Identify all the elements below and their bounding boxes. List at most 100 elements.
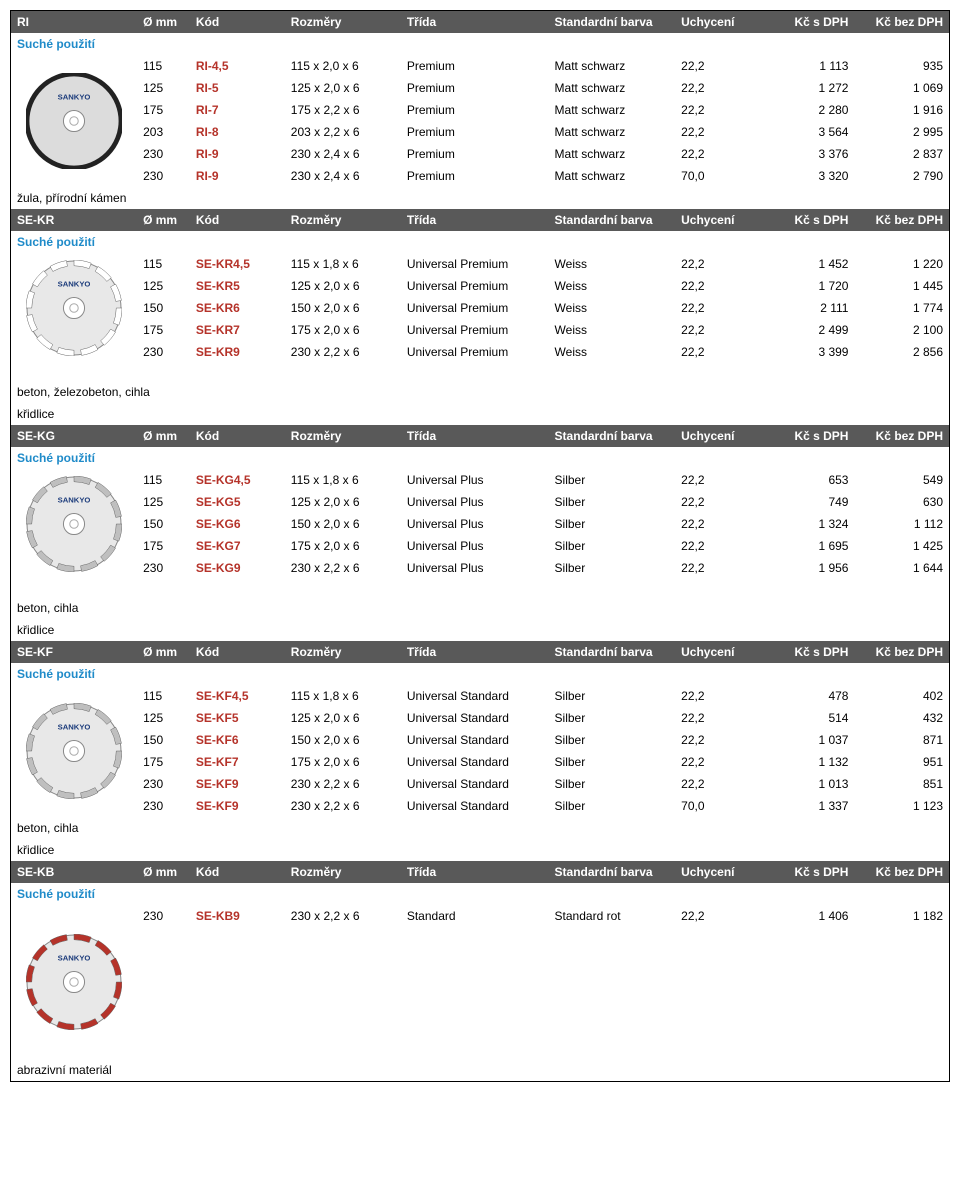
empty bbox=[137, 949, 190, 971]
class: Universal Premium bbox=[401, 341, 549, 363]
category-label: křidlice bbox=[11, 619, 950, 641]
dim: 150 x 2,0 x 6 bbox=[285, 513, 401, 535]
empty bbox=[549, 927, 676, 949]
disc-icon: SANKYO bbox=[26, 934, 122, 1030]
table-row: 125SE-KF5125 x 2,0 x 6Universal Standard… bbox=[11, 707, 950, 729]
p2: 630 bbox=[854, 491, 949, 513]
p2: 2 837 bbox=[854, 143, 949, 165]
svg-text:SANKYO: SANKYO bbox=[58, 495, 91, 504]
category-label: beton, cihla bbox=[11, 817, 950, 839]
p2: 1 425 bbox=[854, 535, 949, 557]
empty bbox=[190, 993, 285, 1015]
table-row: 150SE-KG6150 x 2,0 x 6Universal PlusSilb… bbox=[11, 513, 950, 535]
class: Universal Plus bbox=[401, 491, 549, 513]
p2: 1 644 bbox=[854, 557, 949, 579]
p1: 1 406 bbox=[760, 905, 855, 927]
col-class: Třída bbox=[401, 425, 549, 447]
dim: 230 x 2,4 x 6 bbox=[285, 143, 401, 165]
dim: 115 x 2,0 x 6 bbox=[285, 55, 401, 77]
table-row bbox=[11, 1015, 950, 1037]
section-header: SE-KFØ mmKódRozměryTřídaStandardní barva… bbox=[11, 641, 950, 663]
section-header: SE-KGØ mmKódRozměryTřídaStandardní barva… bbox=[11, 425, 950, 447]
empty bbox=[549, 949, 676, 971]
col-p1: Kč s DPH bbox=[760, 641, 855, 663]
empty bbox=[190, 949, 285, 971]
uchy: 22,2 bbox=[675, 535, 759, 557]
code: SE-KR5 bbox=[190, 275, 285, 297]
code: SE-KF5 bbox=[190, 707, 285, 729]
mm: 230 bbox=[137, 165, 190, 187]
p1: 3 399 bbox=[760, 341, 855, 363]
product-image: SANKYO bbox=[11, 469, 138, 579]
class: Premium bbox=[401, 77, 549, 99]
uchy: 22,2 bbox=[675, 773, 759, 795]
color: Silber bbox=[549, 469, 676, 491]
class: Premium bbox=[401, 55, 549, 77]
p2: 1 123 bbox=[854, 795, 949, 817]
p1: 1 337 bbox=[760, 795, 855, 817]
dim: 175 x 2,0 x 6 bbox=[285, 319, 401, 341]
dim: 175 x 2,2 x 6 bbox=[285, 99, 401, 121]
empty bbox=[549, 1037, 676, 1059]
table-row: 150SE-KF6150 x 2,0 x 6Universal Standard… bbox=[11, 729, 950, 751]
section-header: SE-KRØ mmKódRozměryTřídaStandardní barva… bbox=[11, 209, 950, 231]
dim: 203 x 2,2 x 6 bbox=[285, 121, 401, 143]
col-p2: Kč bez DPH bbox=[854, 861, 949, 883]
empty bbox=[190, 927, 285, 949]
table-row bbox=[11, 993, 950, 1015]
usage-row: Suché použití bbox=[11, 231, 950, 253]
dim: 230 x 2,2 x 6 bbox=[285, 557, 401, 579]
mm: 125 bbox=[137, 491, 190, 513]
mm: 150 bbox=[137, 729, 190, 751]
col-code: Kód bbox=[190, 209, 285, 231]
table-row: 230RI-9230 x 2,4 x 6PremiumMatt schwarz2… bbox=[11, 143, 950, 165]
mm: 125 bbox=[137, 275, 190, 297]
empty bbox=[285, 993, 401, 1015]
svg-text:SANKYO: SANKYO bbox=[58, 279, 91, 288]
col-mm: Ø mm bbox=[137, 861, 190, 883]
p2: 935 bbox=[854, 55, 949, 77]
code: SE-KG7 bbox=[190, 535, 285, 557]
col-p2: Kč bez DPH bbox=[854, 641, 949, 663]
col-code: Kód bbox=[190, 861, 285, 883]
class: Universal Standard bbox=[401, 751, 549, 773]
uchy: 22,2 bbox=[675, 143, 759, 165]
mm: 230 bbox=[137, 773, 190, 795]
table-row: 150SE-KR6150 x 2,0 x 6Universal PremiumW… bbox=[11, 297, 950, 319]
usage-label: Suché použití bbox=[11, 447, 950, 469]
table-row: SANKYO 115RI-4,5115 x 2,0 x 6PremiumMatt… bbox=[11, 55, 950, 77]
empty bbox=[760, 949, 855, 971]
table-row: 230SE-KF9230 x 2,2 x 6Universal Standard… bbox=[11, 795, 950, 817]
table-row: 230RI-9230 x 2,4 x 6PremiumMatt schwarz7… bbox=[11, 165, 950, 187]
usage-label: Suché použití bbox=[11, 33, 950, 55]
col-mm: Ø mm bbox=[137, 11, 190, 34]
mm: 115 bbox=[137, 469, 190, 491]
col-color: Standardní barva bbox=[549, 209, 676, 231]
empty bbox=[401, 993, 549, 1015]
spacer bbox=[11, 579, 950, 597]
table-row bbox=[11, 927, 950, 949]
spacer bbox=[11, 579, 950, 597]
table-row: 125SE-KR5125 x 2,0 x 6Universal PremiumW… bbox=[11, 275, 950, 297]
color: Silber bbox=[549, 513, 676, 535]
uchy: 22,2 bbox=[675, 751, 759, 773]
uchy: 22,2 bbox=[675, 905, 759, 927]
mm: 230 bbox=[137, 905, 190, 927]
code: RI-4,5 bbox=[190, 55, 285, 77]
usage-row: Suché použití bbox=[11, 883, 950, 905]
class: Universal Premium bbox=[401, 253, 549, 275]
col-p1: Kč s DPH bbox=[760, 425, 855, 447]
uchy: 22,2 bbox=[675, 491, 759, 513]
empty bbox=[285, 1037, 401, 1059]
col-p2: Kč bez DPH bbox=[854, 425, 949, 447]
uchy: 22,2 bbox=[675, 341, 759, 363]
p2: 1 182 bbox=[854, 905, 949, 927]
class: Premium bbox=[401, 99, 549, 121]
mm: 175 bbox=[137, 751, 190, 773]
empty bbox=[401, 927, 549, 949]
p2: 951 bbox=[854, 751, 949, 773]
col-mm: Ø mm bbox=[137, 209, 190, 231]
p2: 1 220 bbox=[854, 253, 949, 275]
empty bbox=[675, 993, 759, 1015]
col-class: Třída bbox=[401, 641, 549, 663]
